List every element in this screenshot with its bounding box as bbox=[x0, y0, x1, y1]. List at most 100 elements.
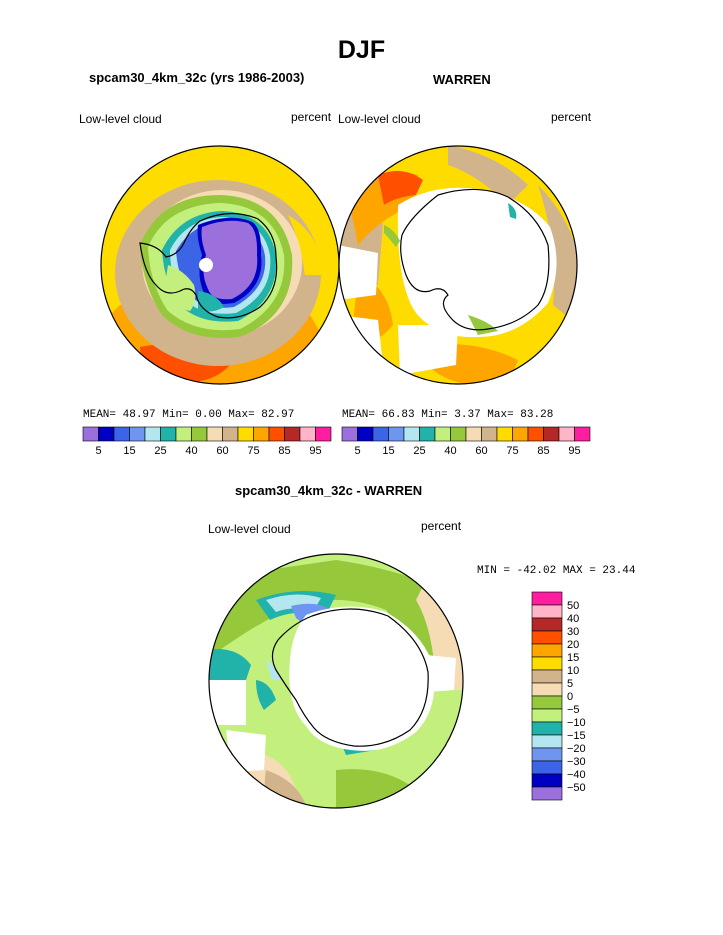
right-stats: MEAN= 66.83 Min= 3.37 Max= 83.28 bbox=[342, 409, 553, 421]
colorbar-swatch bbox=[543, 426, 560, 442]
map-region-ross-teal bbox=[198, 291, 224, 312]
left-variable-label: Low-level cloud bbox=[79, 112, 162, 126]
stat-mean-value: 66.83 bbox=[381, 409, 415, 421]
missing-data-white-2 bbox=[339, 245, 378, 300]
antarctica-coastline bbox=[271, 608, 429, 747]
colorbar-swatch bbox=[531, 669, 563, 684]
colorbar-swatch bbox=[403, 426, 420, 442]
colorbar-tick-label: −20 bbox=[567, 743, 586, 755]
colorbar-tick-label: 15 bbox=[123, 445, 135, 457]
colorbar-tick-label: 75 bbox=[247, 445, 259, 457]
missing-data-white-1 bbox=[209, 680, 246, 725]
colorbar-tick-label: 15 bbox=[382, 445, 394, 457]
right-polar-map bbox=[338, 145, 578, 385]
colorbar-swatch bbox=[527, 426, 544, 442]
colorbar-tick-label: 5 bbox=[567, 678, 573, 690]
map-region-peninsula-lightgreen bbox=[164, 265, 196, 311]
colorbar-swatch bbox=[129, 426, 146, 442]
colorbar-tick-label: 25 bbox=[413, 445, 425, 457]
colorbar-tick-label: 95 bbox=[309, 445, 321, 457]
stat-min-value: 0.00 bbox=[195, 409, 222, 421]
colorbar-tick-label: 10 bbox=[567, 665, 579, 677]
stat-max-label: Max= bbox=[487, 409, 514, 421]
colorbar-swatch bbox=[357, 426, 374, 442]
colorbar-tick-label: 50 bbox=[567, 600, 579, 612]
missing-data-white-3 bbox=[398, 325, 458, 375]
colorbar-tick-label: 5 bbox=[95, 445, 101, 457]
colorbar-swatch bbox=[268, 426, 285, 442]
colorbar-swatch bbox=[531, 682, 563, 697]
map-region-east-tan bbox=[538, 185, 577, 325]
colorbar-swatch bbox=[531, 656, 563, 671]
colorbar-swatch bbox=[98, 426, 115, 442]
map-region-green-band bbox=[209, 560, 463, 680]
colorbar-tick-label: 85 bbox=[537, 445, 549, 457]
colorbar-swatch bbox=[531, 591, 563, 606]
colorbar-swatch bbox=[419, 426, 436, 442]
colorbar-swatch bbox=[496, 426, 513, 442]
left-stats: MEAN= 48.97 Min= 0.00 Max= 82.97 bbox=[83, 409, 294, 421]
right-panel-title: WARREN bbox=[433, 72, 491, 87]
colorbar-tick-label: 15 bbox=[567, 652, 579, 664]
colorbar-tick-label: −10 bbox=[567, 717, 586, 729]
antarctica-missing-data bbox=[289, 606, 435, 751]
map-region-antarctic-interior bbox=[201, 220, 258, 300]
colorbar-tick-label: 5 bbox=[354, 445, 360, 457]
map-region-coastal-teal bbox=[508, 203, 517, 219]
stat-min-label: Min= bbox=[162, 409, 189, 421]
colorbar-swatch bbox=[299, 426, 316, 442]
colorbar-swatch bbox=[531, 630, 563, 645]
map-region-ocean-yellow-patch bbox=[288, 215, 322, 275]
colorbar-swatch bbox=[531, 617, 563, 632]
colorbar-tick-label: 75 bbox=[506, 445, 518, 457]
colorbar-swatch bbox=[434, 426, 451, 442]
stat-max-label: Max= bbox=[228, 409, 255, 421]
difference-title: spcam30_4km_32c - WARREN bbox=[235, 483, 423, 498]
diff-variable-label: Low-level cloud bbox=[208, 522, 291, 536]
colorbar-swatch bbox=[253, 426, 270, 442]
map-region-coastal-green bbox=[384, 225, 400, 247]
colorbar-swatch bbox=[160, 426, 177, 442]
colorbar-swatch bbox=[175, 426, 192, 442]
colorbar-tick-label: −50 bbox=[567, 782, 586, 794]
colorbar-tick-label: 40 bbox=[185, 445, 197, 457]
colorbar-swatch bbox=[512, 426, 529, 442]
colorbar-swatch bbox=[531, 695, 563, 710]
colorbar-swatch bbox=[558, 426, 575, 442]
colorbar-swatch bbox=[531, 734, 563, 749]
stat-mean-label: MEAN= bbox=[83, 409, 117, 421]
colorbar-swatch bbox=[315, 426, 332, 442]
right-colorbar: 5 15 25 40 60 75 85 95 bbox=[341, 426, 591, 457]
left-units-label: percent bbox=[291, 110, 332, 124]
antarctica-coastline bbox=[139, 212, 278, 319]
map-region-red-patch bbox=[378, 171, 423, 205]
missing-data-white-1 bbox=[339, 315, 383, 384]
colorbar-tick-label: −40 bbox=[567, 769, 586, 781]
colorbar-swatch bbox=[531, 786, 563, 801]
right-units-label: percent bbox=[551, 110, 592, 124]
colorbar-swatch bbox=[450, 426, 467, 442]
colorbar-swatch bbox=[574, 426, 591, 442]
colorbar-tick-label: 0 bbox=[567, 691, 573, 703]
colorbar-swatch bbox=[531, 643, 563, 658]
colorbar-tick-label: 25 bbox=[154, 445, 166, 457]
colorbar-swatch bbox=[82, 426, 99, 442]
colorbar-tick-label: 40 bbox=[567, 613, 579, 625]
diff-units-label: percent bbox=[421, 519, 462, 533]
colorbar-swatch bbox=[531, 747, 563, 762]
colorbar-tick-label: 60 bbox=[216, 445, 228, 457]
antarctica-missing-data bbox=[397, 187, 557, 338]
difference-polar-map bbox=[208, 553, 464, 809]
colorbar-swatch bbox=[113, 426, 130, 442]
colorbar-swatch bbox=[531, 760, 563, 775]
colorbar-tick-label: 95 bbox=[568, 445, 580, 457]
diff-minmax: MIN = -42.02 MAX = 23.44 bbox=[477, 565, 636, 577]
colorbar-swatch bbox=[481, 426, 498, 442]
colorbar-swatch bbox=[531, 773, 563, 788]
colorbar-swatch bbox=[206, 426, 223, 442]
colorbar-tick-label: −5 bbox=[567, 704, 580, 716]
map-region-west-teal bbox=[209, 649, 251, 680]
map-region-peninsula-lightblue bbox=[266, 660, 281, 680]
stat-min-value: 3.37 bbox=[454, 409, 481, 421]
